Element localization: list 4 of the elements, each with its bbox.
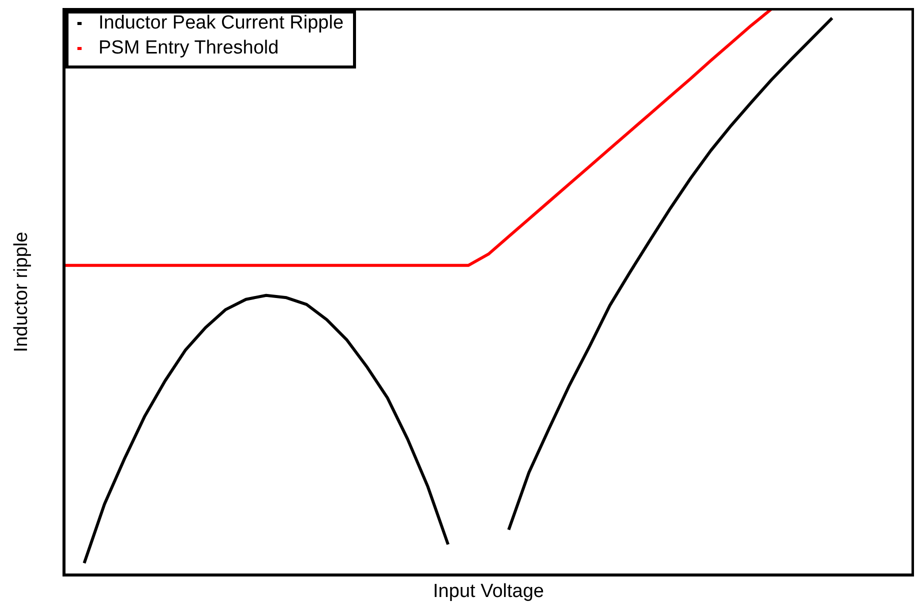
x-axis-title: Input Voltage [433, 580, 544, 602]
y-axis-title: Inductor ripple [11, 232, 32, 352]
legend-label: Inductor Peak Current Ripple [98, 12, 344, 34]
legend-label: PSM Entry Threshold [98, 38, 279, 59]
